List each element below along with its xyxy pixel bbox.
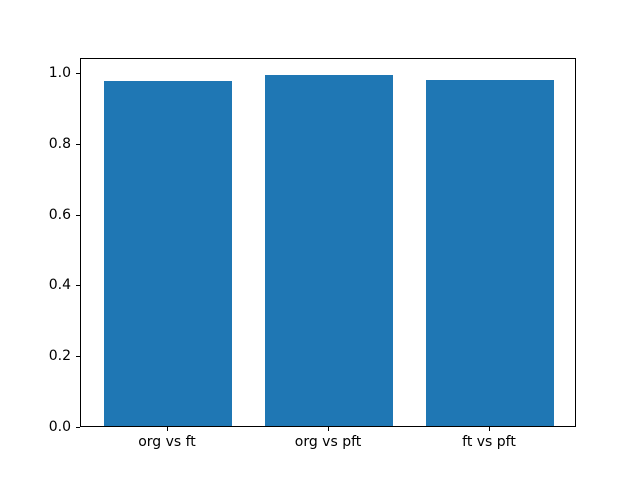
plot-area: [80, 57, 576, 428]
x-tick-label: ft vs pft: [462, 434, 516, 451]
y-tick-mark: [76, 143, 80, 145]
x-tick-mark: [488, 427, 490, 432]
y-tick-label: 0.6: [48, 206, 71, 223]
x-tick-mark: [327, 427, 329, 432]
bar-org-vs-ft: [103, 81, 233, 427]
x-tick-mark: [166, 427, 168, 432]
x-tick-label: org vs ft: [138, 434, 196, 451]
y-tick-label: 0.8: [48, 135, 71, 152]
y-tick-mark: [76, 285, 80, 287]
y-tick-label: 1.0: [48, 65, 71, 81]
y-tick-mark: [76, 356, 80, 357]
y-tick-mark: [76, 73, 80, 74]
y-tick-label: 0.4: [48, 277, 71, 294]
bar-org-vs-pft: [264, 74, 394, 427]
y-tick-mark: [76, 426, 80, 428]
bar-ft-vs-pft: [425, 79, 555, 427]
y-tick-mark: [76, 214, 80, 216]
y-tick-label: 0.2: [48, 348, 71, 364]
x-tick-label: org vs pft: [294, 434, 362, 451]
y-tick-label: 0.0: [48, 418, 71, 435]
